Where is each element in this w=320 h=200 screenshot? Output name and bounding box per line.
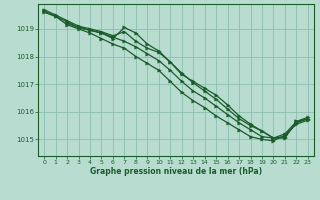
X-axis label: Graphe pression niveau de la mer (hPa): Graphe pression niveau de la mer (hPa) (90, 167, 262, 176)
